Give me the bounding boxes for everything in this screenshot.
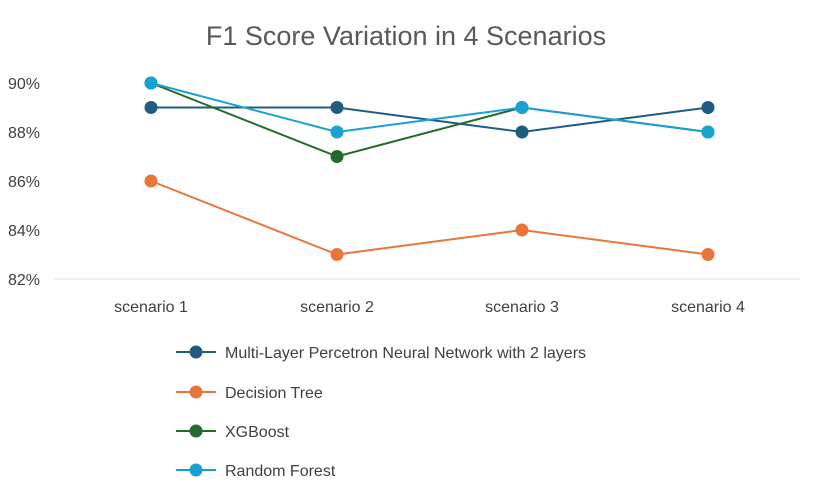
legend-marker	[189, 463, 203, 477]
legend-label: XGBoost	[225, 424, 290, 441]
series-2	[144, 174, 715, 261]
data-point	[515, 125, 529, 139]
legend-label: Decision Tree	[225, 385, 323, 402]
legend-marker	[189, 385, 203, 399]
legend-marker	[189, 424, 203, 438]
data-point	[144, 76, 158, 90]
data-point	[330, 101, 344, 114]
x-axis-ticks: scenario 1 scenario 2 scenario 3 scenario 4	[114, 299, 745, 316]
legend-marker	[189, 345, 203, 359]
data-point	[515, 223, 529, 237]
data-point	[701, 248, 715, 261]
data-point	[701, 101, 715, 114]
data-point	[330, 150, 344, 163]
series-4	[144, 76, 715, 139]
chart-title: F1 Score Variation in 4 Scenarios	[206, 21, 606, 51]
data-point	[144, 174, 158, 188]
data-point	[144, 101, 158, 114]
y-tick-label: 82%	[8, 272, 40, 289]
legend-item: Multi-Layer Percetron Neural Network wit…	[176, 345, 586, 362]
series-line	[150, 180, 709, 256]
legend-label: Multi-Layer Percetron Neural Network wit…	[225, 345, 586, 362]
data-point	[330, 125, 344, 139]
series-layer	[144, 76, 715, 261]
legend-item: Random Forest	[176, 463, 336, 480]
x-tick-label: scenario 2	[300, 299, 374, 316]
x-tick-label: scenario 4	[671, 299, 745, 316]
y-tick-label: 86%	[8, 174, 40, 191]
y-tick-label: 84%	[8, 223, 40, 240]
data-point	[701, 125, 715, 139]
data-point	[515, 101, 529, 114]
x-tick-label: scenario 1	[114, 299, 188, 316]
series-line	[150, 82, 709, 134]
legend-label: Random Forest	[225, 463, 336, 480]
y-axis-ticks: 82% 84% 86% 88% 90%	[8, 76, 40, 289]
legend-item: XGBoost	[176, 424, 290, 441]
y-tick-label: 90%	[8, 76, 40, 93]
y-tick-label: 88%	[8, 125, 40, 142]
legend-item: Decision Tree	[176, 385, 323, 402]
data-point	[330, 248, 344, 261]
x-tick-label: scenario 3	[485, 299, 559, 316]
legend: Multi-Layer Percetron Neural Network wit…	[176, 345, 586, 480]
